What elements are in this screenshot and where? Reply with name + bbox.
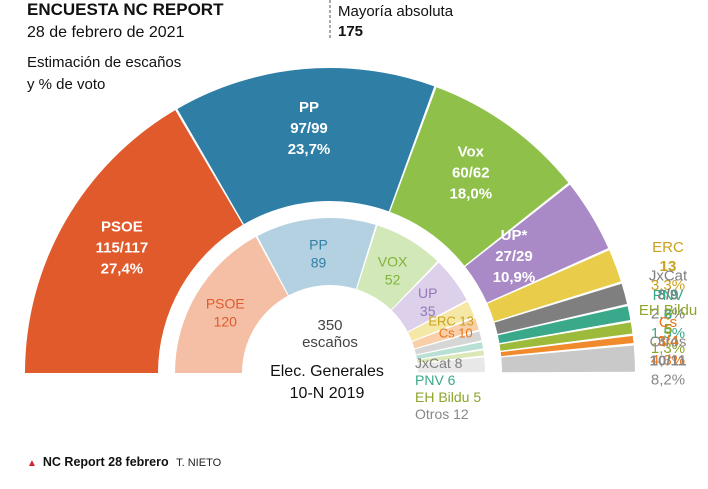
poll-label-jxcat-seats: 8/9: [658, 286, 679, 303]
poll-label-vox-seats: 60/62: [452, 165, 490, 182]
poll-label-erc-seats: 13: [660, 258, 677, 275]
poll-ring: [25, 67, 635, 373]
poll-label-up-seats: 27/29: [495, 248, 533, 265]
poll-segment-pnv: [497, 306, 631, 344]
poll-segment-eh-bildu: [499, 322, 633, 351]
poll-label-vox-vote: 18,0%: [450, 186, 493, 203]
previous-label-up-seats: 35: [420, 303, 436, 319]
description-label: Estimación de escaños: [27, 54, 181, 71]
description-label-2: y % de voto: [27, 76, 105, 93]
source-text: NC Report 28 febrero: [42, 455, 169, 469]
poll-label-pnv-name: PNV: [653, 287, 684, 304]
previous-segment-vox: [356, 225, 438, 310]
previous-label-cs: Cs 10: [439, 325, 473, 340]
previous-election-date: 10-N 2019: [290, 385, 365, 402]
majority-label: Mayoría absoluta: [338, 3, 454, 20]
previous-total-label: escaños: [302, 334, 358, 351]
poll-label-cs-vote: 4,3%: [651, 352, 685, 369]
poll-label-erc-name: ERC: [652, 239, 684, 256]
previous-label-eh-bildu: EH Bildu 5: [415, 389, 481, 405]
triangle-icon: ▲: [27, 458, 37, 469]
previous-label-erc: ERC 13: [428, 314, 474, 329]
previous-segment-otros: [417, 357, 485, 373]
previous-label-pp-seats: 89: [311, 255, 327, 271]
previous-label-pp-name: PP: [309, 237, 328, 253]
chart-labels: PSOE 115/117 27,4% PP 97/99 23,7% Vox 60/62 18,0…: [96, 99, 698, 422]
poll-label-eh-bildu-seats: 5: [664, 321, 672, 338]
previous-label-psoe-seats: 120: [214, 313, 238, 329]
poll-label-otros-name: Otros: [650, 333, 687, 350]
previous-segment-jxcat: [414, 331, 482, 355]
previous-label-pnv: PNV 6: [415, 372, 456, 388]
previous-ring: [175, 217, 485, 373]
previous-label-jxcat: JxCat 8: [415, 355, 463, 371]
previous-label-vox-name: VOX: [378, 253, 408, 269]
poll-label-psoe-vote: 27,4%: [101, 260, 144, 277]
poll-label-jxcat-name: JxCat: [649, 267, 688, 284]
previous-segment-psoe: [175, 236, 288, 373]
poll-label-pp-name: PP: [299, 99, 319, 116]
poll-segment-otros: [501, 345, 635, 373]
previous-segment-eh-bildu: [417, 350, 484, 364]
poll-label-pp-vote: 23,7%: [288, 141, 331, 158]
poll-label-cs-name: Cs: [659, 314, 677, 331]
poll-label-up-vote: 10,9%: [493, 269, 536, 286]
chart-title: ENCUESTA NC REPORT: [27, 0, 224, 19]
poll-label-vox-name: Vox: [458, 144, 485, 161]
poll-label-erc-vote: 3,3%: [651, 277, 685, 294]
poll-label-psoe-seats: 115/117: [96, 239, 149, 256]
poll-segment-psoe: [25, 110, 243, 373]
poll-label-pnv-seats: 6: [664, 306, 672, 323]
previous-label-psoe-name: PSOE: [206, 295, 245, 311]
author-text: T. NIETO: [176, 457, 222, 469]
source-footer: ▲ NC Report 28 febrero T. NIETO: [27, 455, 221, 469]
poll-segment-pp: [177, 67, 435, 225]
poll-label-pp-seats: 97/99: [290, 120, 328, 137]
poll-label-eh-bildu-vote: 1,3%: [651, 340, 685, 357]
poll-label-otros-seats: 10/11: [650, 352, 687, 369]
previous-label-vox-seats: 52: [385, 271, 401, 287]
majority-value: 175: [338, 23, 363, 40]
poll-label-pnv-vote: 1,5%: [651, 325, 685, 342]
poll-segment-cs: [500, 335, 634, 357]
poll-label-psoe-name: PSOE: [101, 218, 143, 235]
previous-segment-cs: [412, 318, 479, 349]
poll-segment-up: [465, 184, 609, 303]
previous-segment-erc: [408, 301, 475, 341]
chart-subtitle: 28 de febrero de 2021: [27, 24, 185, 41]
previous-label-up-name: UP: [418, 285, 437, 301]
poll-label-cs-seats: 3/4: [658, 333, 680, 350]
poll-label-otros-vote: 8,2%: [651, 371, 685, 388]
previous-label-otros: Otros 12: [415, 406, 469, 422]
poll-label-eh-bildu-name: EH Bildu: [639, 302, 697, 319]
previous-segment-pnv: [416, 342, 484, 360]
poll-segment-vox: [390, 87, 569, 266]
previous-segment-pp: [257, 217, 376, 296]
previous-total: 350: [317, 317, 342, 334]
previous-segment-up: [391, 262, 467, 332]
poll-label-jxcat-vote: 2,2%: [651, 305, 685, 322]
poll-segment-jxcat: [494, 283, 628, 335]
previous-election-label: Elec. Generales: [270, 363, 384, 380]
poll-segment-erc: [487, 250, 621, 322]
poll-label-up-name: UP*: [501, 227, 528, 244]
